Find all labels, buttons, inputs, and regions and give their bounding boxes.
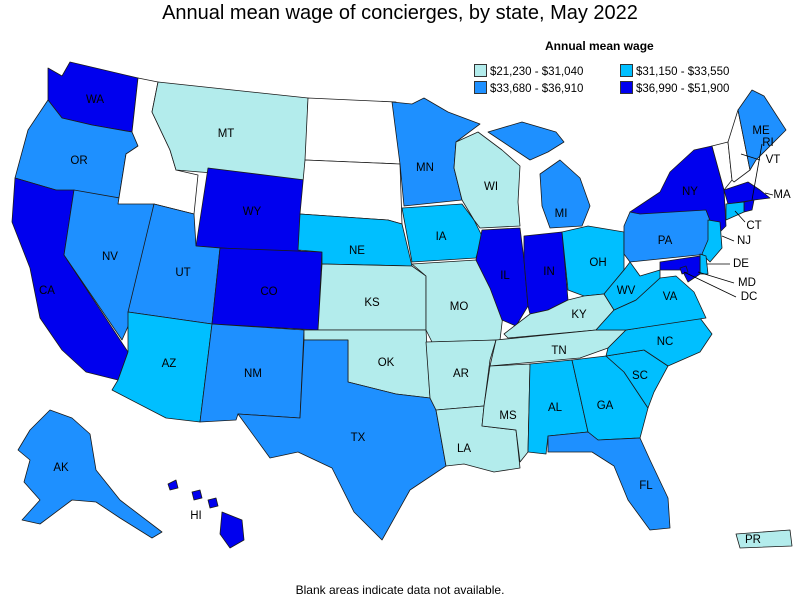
state-label-PR: PR [745, 534, 761, 546]
state-label-ME: ME [752, 125, 770, 137]
legend-swatch-bin2 [620, 64, 633, 77]
state-HI [167, 479, 245, 549]
state-label-SC: SC [632, 370, 648, 382]
state-RI [743, 199, 755, 213]
legend-label-bin1: $21,230 - $31,040 [490, 66, 584, 78]
state-label-NJ: NJ [737, 235, 751, 247]
legend-item-bin1: $21,230 - $31,040 [474, 64, 583, 78]
state-label-NE: NE [349, 245, 365, 257]
label-leaders [683, 143, 774, 298]
leader-line-MD [697, 271, 735, 284]
state-label-IA: IA [436, 231, 447, 243]
state-label-UT: UT [175, 267, 190, 279]
state-labels: WA OR CA NV MT WY UT AZ CO NM NE KS OK TX MN IA MO AR LA WI… [39, 94, 791, 546]
state-label-TX: TX [351, 432, 366, 444]
state-label-CO: CO [260, 286, 277, 298]
leader-line-MA [764, 192, 774, 196]
state-label-RI: RI [762, 137, 774, 149]
state-label-WI: WI [484, 181, 498, 193]
state-AK [17, 409, 163, 539]
state-label-DC: DC [741, 291, 758, 303]
state-label-IN: IN [543, 266, 555, 278]
legend-item-bin4: $36,990 - $51,900 [620, 81, 729, 95]
leader-line-NJ [721, 235, 735, 242]
state-label-FL: FL [639, 480, 653, 492]
legend-label-bin4: $36,990 - $51,900 [636, 83, 730, 95]
state-label-OH: OH [589, 257, 606, 269]
state-label-KS: KS [364, 297, 380, 309]
state-label-OR: OR [70, 155, 87, 167]
state-label-CT: CT [746, 220, 761, 232]
state-label-MI: MI [555, 208, 568, 220]
state-label-VA: VA [663, 291, 678, 303]
legend-swatch-bin3 [474, 81, 487, 94]
state-label-NY: NY [682, 186, 698, 198]
state-label-NC: NC [657, 336, 674, 348]
state-label-AL: AL [548, 402, 563, 414]
state-label-AZ: AZ [162, 358, 177, 370]
state-label-PA: PA [658, 235, 673, 247]
state-label-LA: LA [457, 443, 471, 455]
state-label-WY: WY [243, 206, 262, 218]
legend-swatch-bin4 [620, 81, 633, 94]
leader-line-VT [740, 153, 761, 161]
state-SD [299, 159, 403, 225]
legend-label-bin2: $31,150 - $33,550 [636, 66, 730, 78]
state-PR [735, 529, 793, 549]
state-DC [679, 265, 689, 275]
legend-item-bin2: $31,150 - $33,550 [620, 64, 729, 78]
state-label-NM: NM [244, 368, 262, 380]
legend-label-bin3: $33,680 - $36,910 [490, 83, 584, 95]
state-CA [11, 177, 129, 381]
legend-item-bin3: $33,680 - $36,910 [474, 81, 583, 95]
leader-line-RI [751, 143, 763, 201]
state-label-CA: CA [39, 285, 55, 297]
state-label-MA: MA [773, 189, 791, 201]
state-WI [453, 131, 521, 229]
legend-swatch-bin1 [474, 64, 487, 77]
state-label-TN: TN [551, 345, 566, 357]
map-title: Annual mean wage of concierges, by state… [162, 2, 638, 24]
state-TX [237, 339, 447, 541]
footnote: Blank areas indicate data not available. [295, 583, 505, 597]
state-NH [727, 109, 751, 183]
state-label-GA: GA [597, 400, 614, 412]
state-label-DE: DE [733, 258, 749, 270]
leader-line-DC [683, 271, 737, 298]
state-label-NV: NV [102, 251, 118, 263]
state-label-WA: WA [86, 94, 104, 106]
state-FL [547, 431, 671, 531]
state-label-MT: MT [218, 128, 235, 140]
state-ND [304, 97, 401, 165]
leader-line-CT [734, 210, 746, 223]
state-MA [723, 181, 771, 205]
state-label-OK: OK [378, 357, 395, 369]
state-label-MD: MD [738, 277, 756, 289]
state-NJ [701, 219, 723, 263]
state-label-VT: VT [766, 154, 781, 166]
state-MI [487, 121, 591, 229]
state-label-HI: HI [190, 510, 202, 522]
state-label-MO: MO [450, 301, 469, 313]
state-ME [737, 89, 787, 171]
state-label-AR: AR [453, 368, 469, 380]
state-label-KY: KY [571, 309, 587, 321]
state-label-WV: WV [617, 285, 636, 297]
state-label-AK: AK [53, 462, 69, 474]
state-label-MN: MN [416, 162, 434, 174]
legend-title: Annual mean wage [545, 39, 654, 53]
state-label-MS: MS [499, 410, 517, 422]
state-label-IL: IL [500, 270, 510, 282]
